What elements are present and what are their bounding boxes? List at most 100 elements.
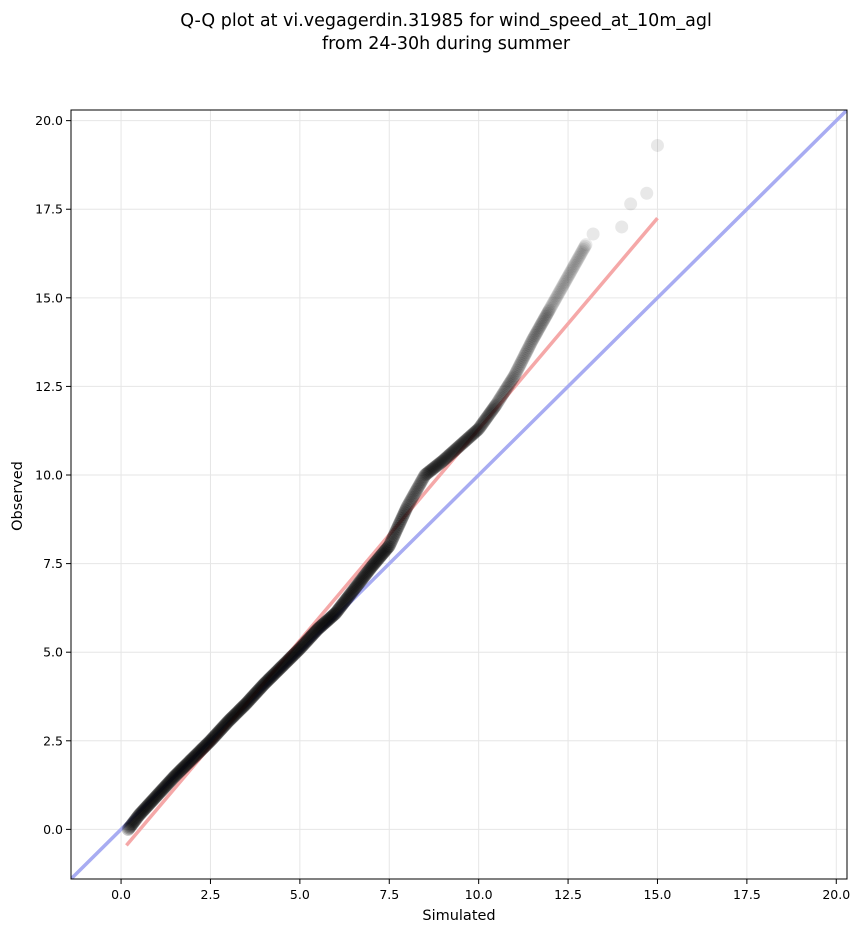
data-point: [164, 773, 178, 787]
x-axis-label: Simulated: [422, 908, 495, 924]
data-point: [439, 451, 453, 465]
data-point: [334, 599, 348, 613]
data-point: [640, 186, 654, 200]
data-point: [379, 543, 393, 557]
data-point: [473, 419, 487, 433]
data-point: [566, 260, 580, 274]
data-point: [189, 748, 203, 762]
data-point: [345, 585, 359, 599]
data-point: [348, 581, 362, 595]
data-point: [380, 542, 394, 556]
data-point: [543, 301, 557, 315]
data-point: [650, 138, 664, 152]
data-point: [479, 412, 493, 426]
data-point: [178, 759, 192, 773]
data-point: [268, 666, 282, 680]
data-point: [565, 263, 579, 277]
data-point: [233, 703, 247, 717]
data-point: [545, 298, 559, 312]
data-point: [398, 504, 412, 518]
data-point: [224, 712, 238, 726]
data-point: [431, 457, 445, 471]
data-point: [526, 332, 540, 346]
data-point: [193, 744, 207, 758]
data-point: [211, 726, 225, 740]
data-point: [238, 697, 252, 711]
data-point: [525, 333, 539, 347]
data-point: [291, 643, 305, 657]
data-point: [523, 339, 537, 353]
data-point: [141, 798, 155, 812]
data-point: [302, 632, 316, 646]
data-point: [535, 316, 549, 330]
data-point: [530, 325, 544, 339]
data-point: [354, 574, 368, 588]
data-point: [494, 390, 508, 404]
data-point: [466, 427, 480, 441]
x-axis-ticks: 0.0 2.5 5.0 7.5 10.0 12.5 15.0 17.5 20.0: [111, 879, 850, 902]
chart-title: Q-Q plot at vi.vegagerdin.31985 for wind…: [180, 11, 712, 54]
data-point: [245, 691, 259, 705]
data-point: [474, 418, 488, 432]
data-point: [288, 646, 302, 660]
data-point: [539, 309, 553, 323]
fit-line: [125, 216, 659, 847]
data-point: [390, 521, 404, 535]
data-point: [428, 460, 442, 474]
data-point: [163, 774, 177, 788]
data-point: [406, 490, 420, 504]
x-tick-label: 0.0: [111, 887, 131, 902]
chart-title-line-2: from 24-30h during summer: [322, 34, 571, 54]
data-point: [413, 478, 427, 492]
data-point: [208, 729, 222, 743]
data-point: [225, 711, 239, 725]
y-tick-label: 5.0: [43, 645, 63, 660]
data-point: [528, 329, 542, 343]
data-point: [495, 389, 509, 403]
data-point: [480, 411, 494, 425]
data-point: [270, 665, 284, 679]
data-point: [513, 358, 527, 372]
data-point: [554, 282, 568, 296]
data-point: [457, 435, 471, 449]
data-point: [401, 498, 415, 512]
data-point: [571, 252, 585, 266]
data-point: [501, 379, 515, 393]
y-tick-label: 17.5: [35, 202, 63, 217]
y-axis-label: Observed: [10, 461, 26, 531]
data-point: [447, 444, 461, 458]
data-point: [236, 700, 250, 714]
data-point: [237, 698, 251, 712]
data-point: [266, 668, 280, 682]
data-point: [559, 273, 573, 287]
data-point: [549, 290, 563, 304]
data-point: [165, 772, 179, 786]
data-point: [229, 706, 243, 720]
data-point: [532, 321, 546, 335]
data-point: [140, 799, 154, 813]
data-point: [521, 342, 535, 356]
data-point: [347, 583, 361, 597]
identity-line: [71, 110, 847, 879]
data-point: [439, 451, 453, 465]
data-point: [527, 330, 541, 344]
data-point: [536, 314, 550, 328]
data-point: [369, 555, 383, 569]
data-point: [145, 794, 159, 808]
data-point: [288, 647, 302, 661]
data-point: [303, 631, 317, 645]
data-point: [220, 715, 234, 729]
data-point: [453, 439, 467, 453]
data-point: [219, 717, 233, 731]
reference-lines: [71, 110, 847, 879]
data-point: [485, 403, 499, 417]
data-point: [499, 382, 513, 396]
data-point: [151, 788, 165, 802]
data-point: [392, 517, 406, 531]
data-point: [292, 643, 306, 657]
data-point: [349, 580, 363, 594]
data-point: [153, 786, 167, 800]
data-point: [283, 651, 297, 665]
data-point: [461, 432, 475, 446]
data-point: [355, 572, 369, 586]
